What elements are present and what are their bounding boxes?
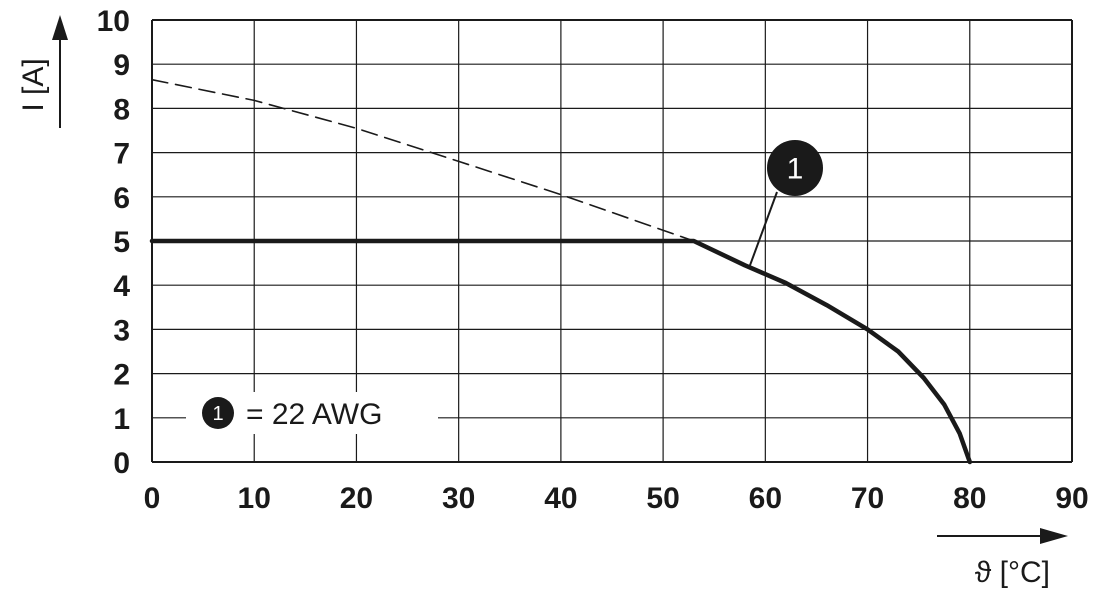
x-tick-label: 50: [646, 482, 679, 515]
legend: 1 = 22 AWG: [186, 392, 438, 434]
extrapolated-dashed-line: [151, 78, 695, 242]
x-tick-label: 90: [1055, 482, 1088, 515]
x-tick-label: 70: [851, 482, 884, 515]
derating-curve-22awg: [149, 238, 973, 465]
y-tick-label: 5: [113, 226, 130, 259]
legend-marker-label: 1: [212, 403, 223, 425]
x-axis-title: ϑ [°C]: [937, 528, 1068, 589]
callout-marker: 1: [749, 140, 823, 266]
y-axis-arrow-head: [52, 15, 68, 40]
callout-leader-line: [749, 191, 778, 266]
x-tick-label: 40: [544, 482, 577, 515]
y-tick-label: 6: [113, 182, 130, 215]
y-tick-label: 1: [113, 403, 130, 436]
y-tick-label: 0: [113, 447, 130, 480]
y-tick-label: 7: [113, 138, 130, 171]
y-tick-label: 8: [113, 93, 130, 126]
x-axis-arrow-head: [1040, 528, 1068, 544]
legend-text: = 22 AWG: [246, 398, 382, 431]
y-tick-label: 3: [113, 314, 130, 347]
legend-marker-circle: [202, 397, 234, 429]
series-lines: [149, 78, 973, 465]
y-tick-label: 2: [113, 359, 130, 392]
x-tick-label: 60: [749, 482, 782, 515]
y-tick-label: 9: [113, 49, 130, 82]
y-tick-label: 4: [113, 270, 130, 303]
y-tick-labels: 0 1 2 3 4 5 6 7 8 9 10: [97, 5, 131, 480]
y-axis-title: I [A]: [17, 15, 68, 128]
callout-label: 1: [787, 153, 804, 186]
y-tick-label: 10: [97, 5, 130, 38]
x-axis-label: ϑ [°C]: [975, 556, 1050, 589]
y-axis-label: I [A]: [17, 58, 50, 111]
callout-circle: [767, 140, 823, 196]
x-tick-label: 0: [144, 482, 161, 515]
x-tick-label: 20: [340, 482, 373, 515]
x-tick-labels: 0 10 20 30 40 50 60 70 80 90: [144, 482, 1089, 515]
x-tick-label: 30: [442, 482, 475, 515]
x-tick-label: 10: [238, 482, 271, 515]
x-tick-label: 80: [953, 482, 986, 515]
